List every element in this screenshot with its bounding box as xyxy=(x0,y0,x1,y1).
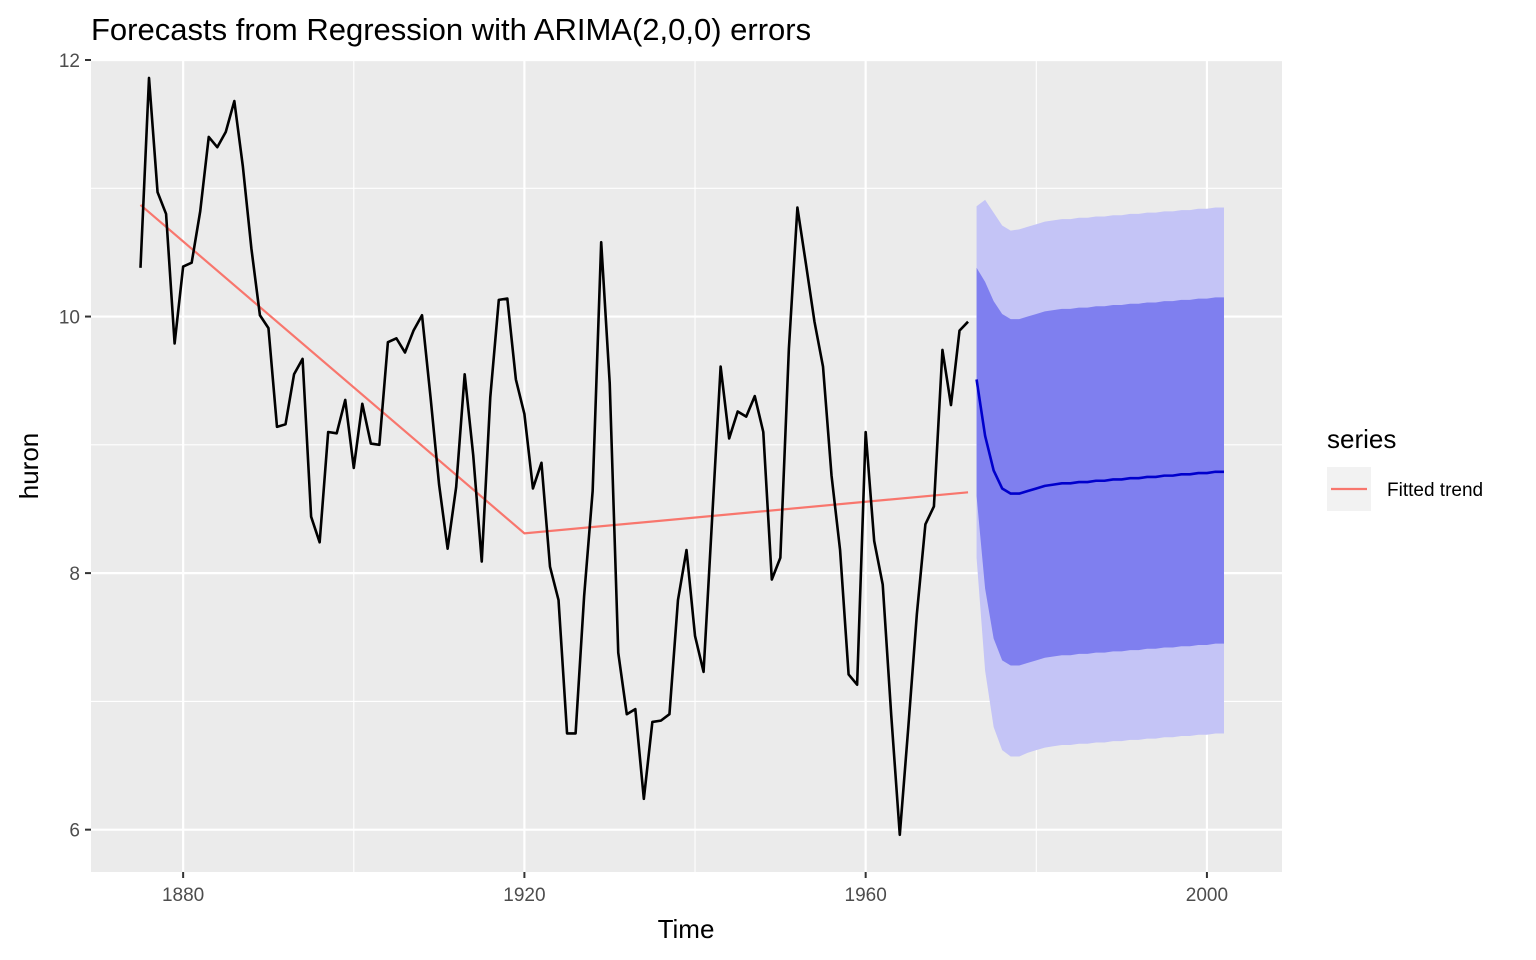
observed-series-line xyxy=(139,76,969,837)
x-axis-title: Time xyxy=(658,914,715,944)
y-axis-title: huron xyxy=(14,433,44,500)
x-tick-label: 1880 xyxy=(162,885,204,906)
y-tick-label: 8 xyxy=(69,564,80,585)
legend-label-fitted-trend: Fitted trend xyxy=(1387,480,1483,501)
x-tick-label: 1960 xyxy=(845,885,887,906)
y-tick-label: 12 xyxy=(59,51,80,72)
y-axis: 6 8 10 12 xyxy=(59,51,91,842)
forecast-mean-line xyxy=(975,379,1224,495)
y-tick-label: 10 xyxy=(59,308,80,329)
chart-title: Forecasts from Regression with ARIMA(2,0… xyxy=(91,12,811,47)
y-tick-label: 6 xyxy=(69,821,80,842)
forecast-interval-80 xyxy=(976,267,1224,666)
legend: series Fitted trend xyxy=(1327,424,1483,511)
x-tick-label: 1920 xyxy=(503,885,545,906)
x-axis: 1880 1920 1960 2000 xyxy=(162,872,1228,906)
legend-title: series xyxy=(1327,424,1396,454)
x-tick-label: 2000 xyxy=(1186,885,1228,906)
fitted-trend-line xyxy=(139,204,969,535)
